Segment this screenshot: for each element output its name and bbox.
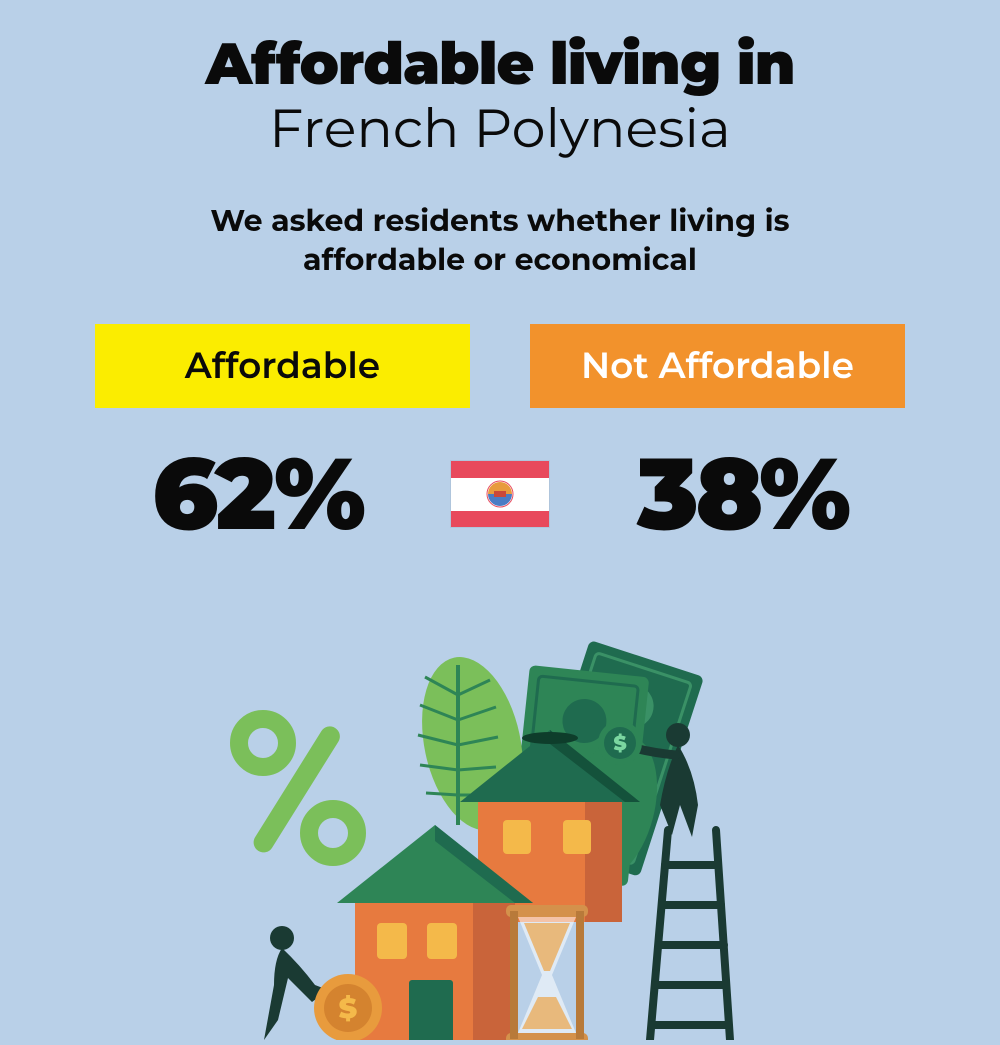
label-affordable: Affordable xyxy=(95,324,470,408)
subtitle: We asked residents whether living is aff… xyxy=(0,201,1000,279)
title-bold: Affordable living in xyxy=(0,28,1000,99)
percent-not-affordable: 38% xyxy=(580,433,905,555)
title-light: French Polynesia xyxy=(0,95,1000,161)
flag-icon xyxy=(450,460,550,528)
flag-emblem-icon xyxy=(480,478,520,510)
svg-text:$: $ xyxy=(339,992,358,1026)
ladder-icon xyxy=(650,830,730,1040)
percents-row: 62% 38% xyxy=(0,433,1000,555)
header: Affordable living in French Polynesia xyxy=(0,0,1000,161)
flag-stripe-bottom xyxy=(451,511,549,528)
flag-stripe-mid xyxy=(451,478,549,511)
flag-stripe-top xyxy=(451,461,549,478)
percent-affordable: 62% xyxy=(95,433,420,555)
illustration-icon: $ $ xyxy=(190,630,810,1040)
svg-text:$: $ xyxy=(613,732,626,756)
label-not-affordable: Not Affordable xyxy=(530,324,905,408)
subtitle-line1: We asked residents whether living is xyxy=(210,202,789,239)
subtitle-line2: affordable or economical xyxy=(303,241,697,278)
percent-icon xyxy=(239,719,357,857)
hourglass-icon xyxy=(506,905,588,1040)
labels-row: Affordable Not Affordable xyxy=(0,324,1000,408)
